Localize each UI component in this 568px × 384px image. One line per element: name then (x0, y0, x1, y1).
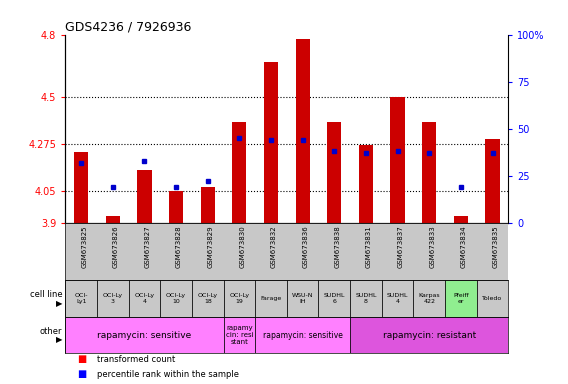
Text: GSM673826: GSM673826 (113, 226, 119, 268)
Text: OCI-Ly
18: OCI-Ly 18 (198, 293, 218, 304)
Text: GSM673836: GSM673836 (303, 226, 308, 268)
Text: GDS4236 / 7926936: GDS4236 / 7926936 (65, 20, 191, 33)
Text: rapamycin: sensitive: rapamycin: sensitive (263, 331, 343, 339)
Bar (350, 317, 508, 353)
Text: GSM673832: GSM673832 (271, 226, 277, 268)
Bar (74, 152, 88, 223)
Bar (382, 280, 414, 317)
Text: transformed count: transformed count (97, 354, 175, 364)
Bar (422, 122, 436, 223)
Text: GSM673838: GSM673838 (335, 226, 340, 268)
Text: OCI-
Ly1: OCI- Ly1 (74, 293, 88, 304)
Text: GSM673831: GSM673831 (366, 226, 372, 268)
Text: rapamycin: resistant: rapamycin: resistant (383, 331, 476, 339)
Text: SUDHL
4: SUDHL 4 (387, 293, 408, 304)
Text: OCI-Ly
10: OCI-Ly 10 (166, 293, 186, 304)
Text: GSM673835: GSM673835 (492, 226, 499, 268)
Bar (359, 146, 373, 223)
Text: ▶: ▶ (56, 299, 62, 308)
Bar (128, 280, 160, 317)
Bar (287, 280, 319, 317)
Bar (264, 62, 278, 223)
Bar (454, 217, 468, 223)
Bar (390, 97, 405, 223)
Bar (295, 39, 310, 223)
Text: rapamy
cin: resi
stant: rapamy cin: resi stant (225, 325, 253, 345)
Text: GSM673837: GSM673837 (398, 226, 404, 268)
Bar (224, 317, 255, 353)
Bar (477, 280, 508, 317)
Text: SUDHL
8: SUDHL 8 (355, 293, 377, 304)
Bar (137, 170, 152, 223)
Bar (97, 280, 128, 317)
Bar (327, 122, 341, 223)
Text: GSM673829: GSM673829 (208, 226, 214, 268)
Bar (414, 280, 445, 317)
Text: GSM673828: GSM673828 (176, 226, 182, 268)
Text: cell line: cell line (30, 290, 62, 299)
Bar (486, 139, 500, 223)
Bar (160, 280, 192, 317)
Bar (106, 217, 120, 223)
Bar (350, 280, 382, 317)
Bar (65, 317, 224, 353)
Text: OCI-Ly
4: OCI-Ly 4 (135, 293, 154, 304)
Text: GSM673834: GSM673834 (461, 226, 467, 268)
Text: GSM673827: GSM673827 (144, 226, 151, 268)
Bar (192, 280, 224, 317)
Text: OCI-Ly
19: OCI-Ly 19 (229, 293, 249, 304)
Bar (201, 187, 215, 223)
Text: OCI-Ly
3: OCI-Ly 3 (103, 293, 123, 304)
Text: ■: ■ (77, 354, 86, 364)
Bar (65, 280, 97, 317)
Text: SUDHL
6: SUDHL 6 (324, 293, 345, 304)
Text: rapamycin: sensitive: rapamycin: sensitive (97, 331, 191, 339)
Text: ▶: ▶ (56, 335, 62, 344)
Text: WSU-N
IH: WSU-N IH (292, 293, 314, 304)
Bar (255, 280, 287, 317)
Text: Farage: Farage (260, 296, 282, 301)
Text: GSM673825: GSM673825 (81, 226, 87, 268)
Text: ■: ■ (77, 369, 86, 379)
Text: Toledo: Toledo (482, 296, 503, 301)
Text: GSM673833: GSM673833 (429, 226, 435, 268)
Text: GSM673830: GSM673830 (239, 226, 245, 268)
Bar (232, 122, 247, 223)
Bar (255, 317, 350, 353)
Text: percentile rank within the sample: percentile rank within the sample (97, 370, 239, 379)
Text: other: other (40, 327, 62, 336)
Bar (224, 280, 255, 317)
Text: Pfeiff
er: Pfeiff er (453, 293, 469, 304)
Bar (319, 280, 350, 317)
Bar (169, 191, 183, 223)
Text: Karpas
422: Karpas 422 (419, 293, 440, 304)
Bar (445, 280, 477, 317)
